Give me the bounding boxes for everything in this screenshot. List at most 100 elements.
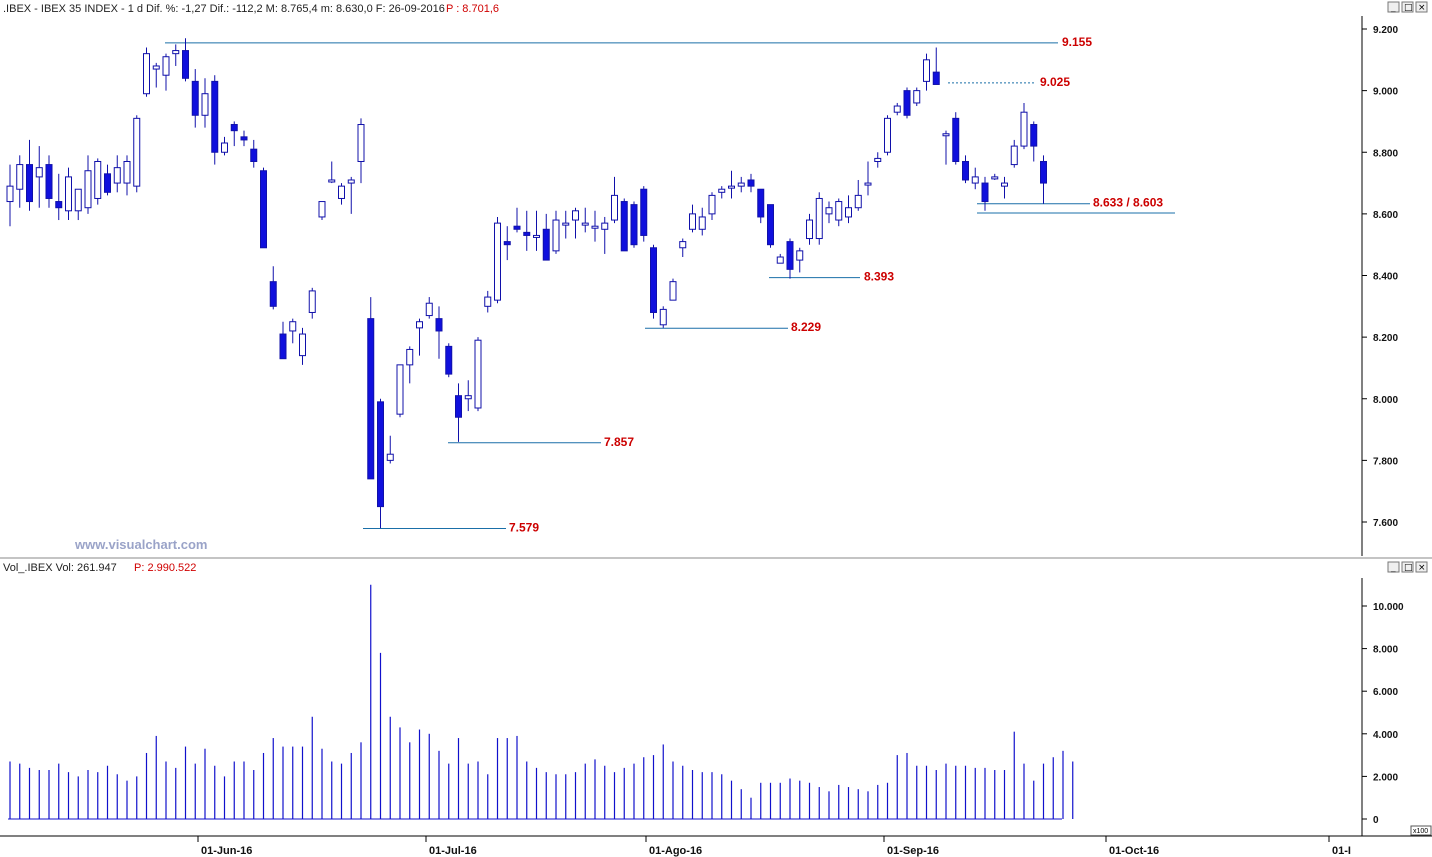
candle <box>659 306 667 328</box>
candle <box>347 176 355 214</box>
candle <box>26 139 33 211</box>
candle <box>542 213 550 261</box>
volume-maximize-button[interactable] <box>1401 561 1414 573</box>
candle <box>377 398 384 529</box>
candle-body-up <box>562 222 570 226</box>
candle <box>308 287 316 319</box>
candle <box>113 155 121 193</box>
candle-body-down <box>932 71 940 85</box>
price-tick-label: 7.800 <box>1373 456 1398 467</box>
candle <box>133 115 141 193</box>
candle-body-up <box>991 176 999 180</box>
date-tick-label: 01-Jun-16 <box>201 845 252 857</box>
candle <box>971 167 979 190</box>
candle <box>874 152 882 168</box>
candle-body-up <box>572 210 579 221</box>
close-icon: × <box>1418 563 1426 573</box>
candle <box>123 155 131 196</box>
minimize-icon: _ <box>1390 563 1396 573</box>
candle-body-down <box>903 90 911 116</box>
candle <box>260 167 267 249</box>
candle-body-up <box>942 133 950 137</box>
volume-close-button[interactable] <box>1415 561 1428 573</box>
candle <box>523 210 531 251</box>
candle <box>299 327 306 365</box>
candle-body-up <box>611 194 618 221</box>
candle <box>854 179 862 211</box>
candle <box>406 346 414 384</box>
minimize-button[interactable] <box>1387 1 1400 13</box>
candle-body-up <box>737 182 745 187</box>
candle <box>981 176 989 211</box>
candle <box>991 173 999 180</box>
candle-body-down <box>786 241 794 270</box>
candle <box>562 210 570 239</box>
maximize-icon: □ <box>1404 563 1413 573</box>
candle <box>513 207 521 233</box>
candle-body-up <box>406 348 414 366</box>
close-icon: × <box>1418 3 1426 13</box>
candle <box>269 266 277 310</box>
candle-body-down <box>1040 160 1047 184</box>
candle-body-up <box>1010 145 1018 166</box>
volume-header-last: P: 2.990.522 <box>134 562 196 574</box>
candle <box>35 146 43 208</box>
volume-tick-label: 4.000 <box>1373 730 1398 741</box>
volume-minimize-button[interactable] <box>1387 561 1400 573</box>
candle-body-up <box>308 290 316 313</box>
candle-body-up <box>718 188 726 193</box>
candle <box>776 253 784 264</box>
date-tick-label: 01-Sep-16 <box>887 845 939 857</box>
candle <box>796 247 804 273</box>
candle <box>435 306 443 359</box>
candle <box>182 38 189 82</box>
candle <box>620 198 628 252</box>
candle-body-up <box>601 222 609 230</box>
candle <box>494 216 501 304</box>
candle-body-down <box>503 241 511 246</box>
candle <box>338 183 345 205</box>
candle-body-up <box>172 50 180 55</box>
candle <box>162 53 170 91</box>
candle-body-up <box>416 321 423 329</box>
candle <box>74 188 82 221</box>
candle-body-up <box>591 225 599 229</box>
close-button[interactable] <box>1415 1 1428 13</box>
candle-body-up <box>893 105 901 113</box>
candle-body-up <box>835 201 843 221</box>
candle <box>864 161 872 196</box>
candle <box>903 87 911 119</box>
candle-body-down <box>260 170 267 249</box>
candle-body-down <box>211 80 219 153</box>
candle <box>591 210 599 242</box>
candle-body-up <box>289 321 297 332</box>
candle-body-up <box>796 250 804 261</box>
candle <box>825 201 833 224</box>
volume-scale-badge-box <box>1410 825 1432 836</box>
candle-body-up <box>494 222 501 301</box>
maximize-button[interactable] <box>1401 1 1414 13</box>
level-label: 8.393 <box>864 270 894 284</box>
candle-body-up <box>328 179 336 183</box>
price-tick-label: 8.600 <box>1373 210 1398 221</box>
candle-body-up <box>35 167 43 178</box>
candle-body-up <box>74 188 82 212</box>
candle <box>572 207 579 239</box>
candle-body-up <box>923 59 930 82</box>
candle <box>55 173 63 221</box>
candle <box>455 383 462 442</box>
candle <box>884 115 891 156</box>
candle-body-down <box>182 50 189 79</box>
candle <box>152 62 160 88</box>
candle <box>503 226 511 261</box>
candle <box>893 102 901 116</box>
candle <box>913 87 921 107</box>
price-tick-label: 9.000 <box>1373 87 1398 98</box>
price-tick-label: 7.600 <box>1373 518 1398 529</box>
candle <box>679 238 687 258</box>
candle <box>533 210 540 251</box>
candle-body-up <box>698 216 706 230</box>
candle-body-down <box>26 164 33 203</box>
candle <box>835 198 843 227</box>
